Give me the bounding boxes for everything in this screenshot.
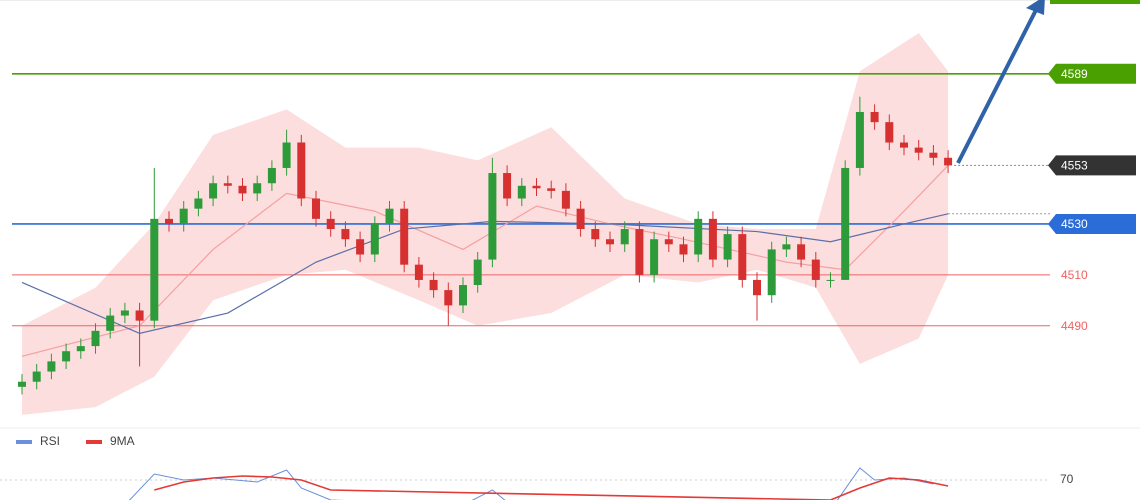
candle-body (841, 167, 850, 280)
candle-body (429, 279, 438, 291)
level-tag (1048, 63, 1136, 84)
candle-body (591, 229, 600, 240)
candle-body (753, 279, 761, 296)
level-label: 4510 (1061, 268, 1088, 282)
trend-arrow (956, 0, 1045, 164)
candle-body (385, 208, 394, 224)
candle-body (885, 122, 894, 143)
plot: 4589 4553 4530 4510 4490 70 RSI 9MA (0, 33, 1136, 500)
candle-body (179, 208, 188, 224)
candle-body (341, 229, 350, 240)
candle-body (32, 371, 41, 382)
candle-body (47, 361, 56, 372)
candle-body (811, 259, 820, 280)
candle-body (738, 234, 747, 280)
indicator-line (154, 475, 949, 500)
candle-body (694, 218, 703, 255)
candle-body (150, 218, 159, 321)
candle-body (18, 381, 26, 387)
candle-body (91, 330, 100, 347)
candle-body (106, 315, 115, 331)
candle-body (414, 264, 423, 280)
candle-body (797, 244, 806, 260)
candle-body (135, 310, 144, 321)
candle-body (679, 244, 688, 255)
arrow-head (1026, 0, 1045, 15)
level-label: 4490 (1061, 319, 1088, 333)
level-label: 4530 (1061, 217, 1088, 231)
candle-body (561, 190, 570, 209)
candle-body (503, 173, 512, 199)
candle-body (650, 239, 659, 275)
candle-body (209, 183, 218, 199)
candle-body (929, 152, 938, 158)
candle-body (855, 111, 864, 168)
level-tag (1048, 155, 1136, 176)
candle-body (620, 229, 629, 245)
candle-body (267, 167, 276, 184)
legend-label: RSI (40, 434, 60, 448)
candle-body (370, 223, 379, 255)
candle-body (223, 183, 232, 186)
candle-body (297, 142, 306, 199)
candle-body (782, 244, 791, 250)
candle-body (606, 239, 614, 245)
candle-body (400, 208, 409, 265)
candle-body (444, 290, 453, 306)
candle-body (165, 218, 173, 224)
candle-body (282, 142, 291, 168)
indicator-line (128, 467, 934, 500)
legend-swatch (16, 440, 32, 444)
candle-body (914, 147, 923, 153)
candle-body (488, 173, 497, 260)
candle-body (635, 229, 644, 275)
candle-body (62, 351, 71, 362)
candle-body (723, 234, 732, 260)
arrow-shaft (956, 9, 1038, 164)
candle-body (708, 218, 717, 260)
candle-body (312, 198, 320, 219)
candle-body (900, 142, 908, 148)
candle-body (532, 185, 541, 189)
candle-body (238, 185, 247, 194)
candle-body (547, 188, 556, 191)
candle-body (944, 157, 953, 166)
legend-swatch (86, 440, 102, 444)
candle-body (664, 239, 673, 245)
candle-body (326, 218, 335, 230)
candle-body (473, 259, 482, 286)
candle-body (870, 111, 879, 123)
candle-body (253, 183, 262, 194)
candle-body (356, 239, 365, 255)
level-tag (1048, 213, 1136, 234)
candle-body (459, 285, 467, 306)
candle-body (194, 198, 203, 209)
level-label: 4589 (1061, 67, 1088, 81)
level-label: 4553 (1061, 159, 1088, 173)
legend-label: 9MA (110, 434, 135, 448)
candle-body (576, 208, 585, 230)
y-tick-label: 70 (1060, 472, 1074, 486)
candle-body (517, 185, 526, 199)
candle-body (120, 310, 129, 316)
candle-body (767, 249, 776, 296)
candle-body (826, 279, 835, 281)
candle-body (76, 346, 85, 352)
